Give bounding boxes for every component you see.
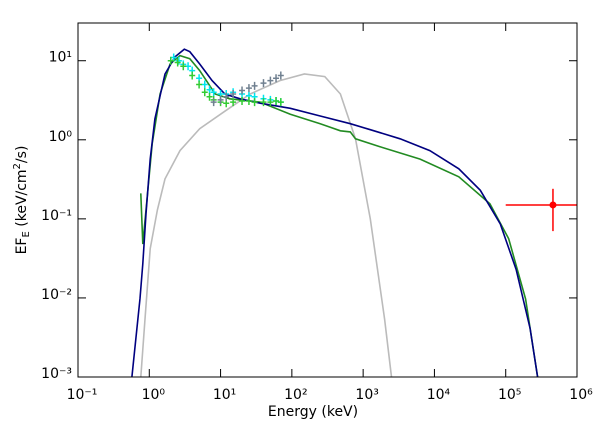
- data-point: [189, 71, 196, 80]
- curve: [131, 48, 539, 377]
- data-point: [230, 98, 237, 107]
- data-point: [239, 86, 246, 95]
- data-point: [230, 89, 237, 98]
- x-tick-label: 10²: [284, 387, 307, 403]
- plot-area: [131, 48, 577, 377]
- curve: [140, 73, 393, 377]
- data-point: [273, 96, 280, 105]
- data-point: [201, 88, 208, 97]
- y-label-part: /s): [14, 146, 30, 163]
- data-point: [251, 98, 258, 107]
- data-point: [206, 85, 213, 94]
- data-point: [260, 79, 267, 88]
- data-point: [267, 76, 274, 85]
- y-tick-label: 10⁰: [49, 129, 73, 145]
- data-point: [260, 98, 267, 107]
- y-label-part: (keV/cm: [14, 169, 30, 231]
- x-tick-label: 10⁵: [498, 387, 521, 403]
- y-tick-label: 10⁻²: [41, 287, 72, 303]
- data-point: [196, 80, 203, 89]
- x-tick-label: 10¹: [213, 387, 236, 403]
- x-tick-label: 10⁻¹: [67, 387, 98, 403]
- data-point: [245, 96, 252, 105]
- x-tick-label: 10⁴: [427, 387, 451, 403]
- data-point: [201, 80, 208, 89]
- data-point: [217, 95, 224, 104]
- data-point: [267, 98, 274, 107]
- data-point: [273, 74, 280, 83]
- data-point: [251, 81, 258, 90]
- y-tick-label: 10⁻³: [41, 366, 72, 382]
- y-label-sup: 2: [12, 163, 23, 169]
- curve: [140, 54, 539, 377]
- data-point: [277, 71, 284, 80]
- data-point: [223, 92, 230, 101]
- y-label-part: EF: [14, 238, 30, 255]
- plot-frame: [77, 22, 578, 378]
- data-point: [277, 98, 284, 107]
- x-tick-label: 10³: [355, 387, 378, 403]
- data-point: [210, 88, 217, 97]
- x-axis-label: Energy (keV): [268, 404, 358, 420]
- x-tick-label: 10⁰: [142, 387, 166, 403]
- data-point: [206, 92, 213, 101]
- data-point: [239, 96, 246, 105]
- data-point: [210, 98, 217, 107]
- y-axis-label: EFE (keV/cm2/s): [12, 146, 32, 255]
- y-tick-label: 10⁻¹: [41, 208, 72, 224]
- data-point: [180, 62, 187, 71]
- data-point: [167, 56, 174, 65]
- data-point: [174, 58, 181, 67]
- data-point: [245, 84, 252, 93]
- x-tick-label: 10⁶: [569, 387, 593, 403]
- data-point: [175, 56, 182, 65]
- y-label-sub: E: [21, 231, 32, 237]
- data-point: [549, 201, 557, 209]
- y-tick-label: 10¹: [49, 50, 72, 66]
